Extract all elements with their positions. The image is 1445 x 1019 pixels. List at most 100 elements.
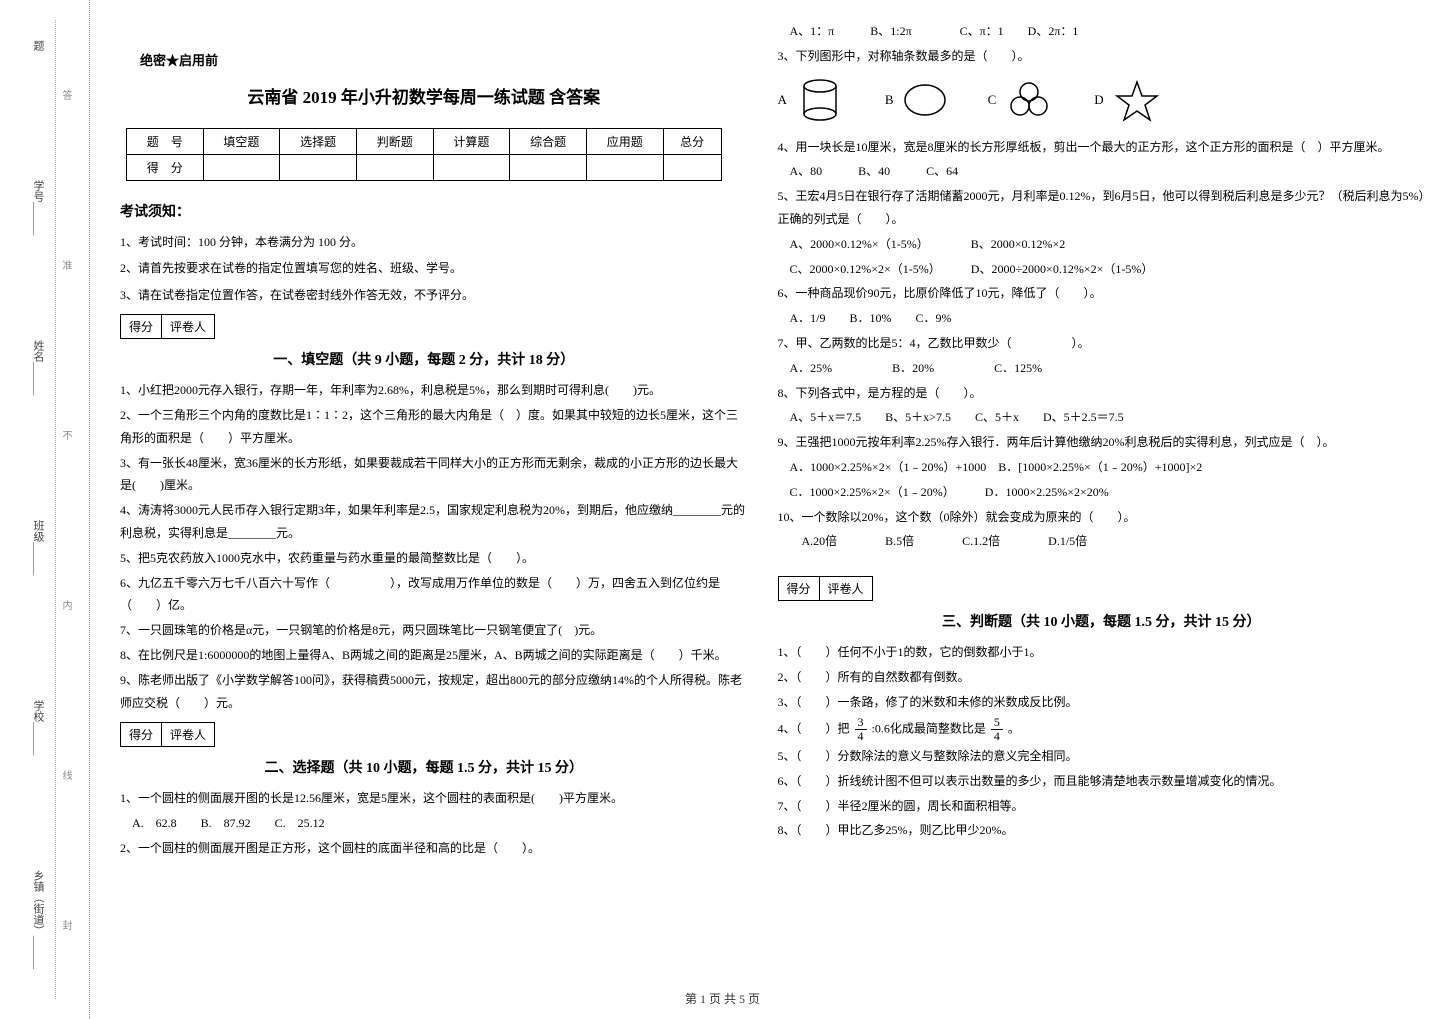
- options: C、2000×0.12%×2×（1-5%） D、2000÷2000×0.12%×…: [778, 258, 1426, 281]
- score-header: 计算题: [433, 129, 510, 155]
- table-row: 得 分: [126, 155, 721, 181]
- question: 4、涛涛将3000元人民币存入银行定期3年，如果年利率是2.5，国家规定利息税为…: [120, 499, 748, 545]
- seal-label: 线: [58, 770, 73, 780]
- question: 9、陈老师出版了《小学数学解答100问》，获得稿费5000元，按规定，超出800…: [120, 669, 748, 715]
- section-score-box: 得分 评卷人: [778, 576, 873, 601]
- instruction-item: 2、请首先按要求在试卷的指定位置填写您的姓名、班级、学号。: [120, 255, 748, 281]
- seal-label: 不: [58, 430, 73, 440]
- score-cell: [510, 155, 587, 181]
- shape-label: B: [885, 92, 894, 108]
- q4-mid: :0.6化成最简整数比是: [872, 721, 986, 735]
- judge-questions: 1、（ ）任何不小于1的数，它的倒数都小于1。 2、（ ）所有的自然数都有倒数。…: [778, 641, 1426, 842]
- reviewer-label: 评卷人: [820, 577, 872, 600]
- shape-label: C: [988, 92, 997, 108]
- options: A．25% B．20% C．125%: [778, 357, 1426, 380]
- choice-questions-cont2: 4、用一块长是10厘米，宽是8厘米的长方形厚纸板，剪出一个最大的正方形，这个正方…: [778, 136, 1426, 554]
- instructions: 1、考试时间：100 分钟，本卷满分为 100 分。 2、请首先按要求在试卷的指…: [120, 229, 748, 308]
- question: 6、（ ）折线统计图不但可以表示出数量的多少，而且能够清楚地表示数量增减变化的情…: [778, 770, 1426, 793]
- star-icon: [1112, 78, 1162, 122]
- question: 2、一个三角形三个内角的度数比是1∶1∶2，这个三角形的最大内角是（ ）度。如果…: [120, 404, 748, 450]
- options: C．1000×2.25%×2×（1﹣20%） D．1000×2.25%×2×20…: [778, 481, 1426, 504]
- binding-label: 班级______: [30, 520, 46, 575]
- question: 2、一个圆柱的侧面展开图是正方形，这个圆柱的底面半径和高的比是（ ）。: [120, 837, 748, 860]
- question: 3、有一张长48厘米，宽36厘米的长方形纸，如果要裁成若干同样大小的正方形而无剩…: [120, 452, 748, 498]
- fraction: 3 4: [855, 716, 867, 743]
- score-label: 得分: [121, 315, 162, 338]
- reviewer-label: 评卷人: [162, 315, 214, 338]
- question: 10、一个数除以20%，这个数（0除外）就会变成为原来的（ ）。: [778, 506, 1426, 529]
- score-table: 题 号 填空题 选择题 判断题 计算题 综合题 应用题 总分 得 分: [126, 128, 722, 181]
- binding-label: 学号______: [30, 180, 46, 235]
- score-label: 得分: [779, 577, 820, 600]
- binding-label: 题: [30, 40, 46, 51]
- score-cell: [356, 155, 433, 181]
- denominator: 4: [855, 730, 867, 743]
- options: A. 62.8 B. 87.92 C. 25.12: [120, 812, 748, 835]
- binding-label: 学校______: [30, 700, 46, 755]
- question: 7、甲、乙两数的比是5：4，乙数比甲数少（ ）。: [778, 332, 1426, 355]
- question: 9、王强把1000元按年利率2.25%存入银行．两年后计算他缴纳20%利息税后的…: [778, 431, 1426, 454]
- options: A、1：π B、1:2π C、π：1 D、2π：1: [778, 20, 1426, 43]
- score-cell: [433, 155, 510, 181]
- instructions-title: 考试须知：: [120, 201, 748, 221]
- question: 8、在比例尺是1:6000000的地图上量得A、B两城之间的距离是25厘米，A、…: [120, 644, 748, 667]
- seal-label: 准: [58, 260, 73, 270]
- options: A、5＋x＝7.5 B、5＋x>7.5 C、5＋x D、5＋2.5＝7.5: [778, 406, 1426, 429]
- question: 8、下列各式中，是方程的是（ ）。: [778, 382, 1426, 405]
- options: A、2000×0.12%×（1-5%） B、2000×0.12%×2: [778, 233, 1426, 256]
- reviewer-label: 评卷人: [162, 723, 214, 746]
- options: A、80 B、40 C、64: [778, 160, 1426, 183]
- question: 5、（ ）分数除法的意义与整数除法的意义完全相同。: [778, 745, 1426, 768]
- choice-questions: 1、一个圆柱的侧面展开图的长是12.56厘米，宽是5厘米，这个圆柱的表面积是( …: [120, 787, 748, 859]
- shape-c: C: [988, 78, 1055, 122]
- question: 7、一只圆珠笔的价格是α元，一只钢笔的价格是8元，两只圆珠笔比一只钢笔便宜了( …: [120, 619, 748, 642]
- q4-post: 。: [1008, 721, 1020, 735]
- fraction: 5 4: [991, 716, 1003, 743]
- numerator: 3: [855, 716, 867, 730]
- score-cell: [586, 155, 663, 181]
- score-header: 总分: [663, 129, 721, 155]
- page-footer: 第 1 页 共 5 页: [0, 990, 1445, 1007]
- question: 1、（ ）任何不小于1的数，它的倒数都小于1。: [778, 641, 1426, 664]
- score-header: 填空题: [203, 129, 280, 155]
- question: 1、一个圆柱的侧面展开图的长是12.56厘米，宽是5厘米，这个圆柱的表面积是( …: [120, 787, 748, 810]
- options: A.20倍 B.5倍 C.1.2倍 D.1/5倍: [778, 530, 1426, 553]
- fill-questions: 1、小红把2000元存入银行，存期一年，年利率为2.68%，利息税是5%，那么到…: [120, 379, 748, 714]
- binding-margin: 题 学号______ 姓名______ 班级______ 学校______ 乡镇…: [0, 0, 90, 1019]
- question: 6、一种商品现价90元，比原价降低了10元，降低了（ ）。: [778, 282, 1426, 305]
- question: 5、把5克农药放入1000克水中，农药重量与药水重量的最简整数比是（ ）。: [120, 547, 748, 570]
- section2-title: 二、选择题（共 10 小题，每题 1.5 分，共计 15 分）: [100, 757, 748, 777]
- question: 1、小红把2000元存入银行，存期一年，年利率为2.68%，利息税是5%，那么到…: [120, 379, 748, 402]
- score-label: 得分: [121, 723, 162, 746]
- question: 4、（ ）把 3 4 :0.6化成最简整数比是 5 4 。: [778, 716, 1426, 743]
- section3-title: 三、判断题（共 10 小题，每题 1.5 分，共计 15 分）: [778, 611, 1426, 631]
- question: 4、用一块长是10厘米，宽是8厘米的长方形厚纸板，剪出一个最大的正方形，这个正方…: [778, 136, 1426, 159]
- score-header: 判断题: [356, 129, 433, 155]
- exam-title: 云南省 2019 年小升初数学每周一练试题 含答案: [100, 83, 748, 108]
- options: A．1000×2.25%×2×（1﹣20%）+1000 B．[1000×2.25…: [778, 456, 1426, 479]
- seal-line: [55, 20, 56, 999]
- question: 3、（ ）一条路，修了的米数和未修的米数成反比例。: [778, 691, 1426, 714]
- numerator: 5: [991, 716, 1003, 730]
- symmetry-shapes: A B C: [778, 78, 1426, 122]
- right-column: A、1：π B、1:2π C、π：1 D、2π：1 3、下列图形中，对称轴条数最…: [778, 20, 1426, 979]
- shape-label: A: [778, 92, 787, 108]
- ellipse-icon: [902, 78, 948, 122]
- options: A．1/9 B．10% C．9%: [778, 307, 1426, 330]
- score-cell: [280, 155, 357, 181]
- section1-title: 一、填空题（共 9 小题，每题 2 分，共计 18 分）: [100, 349, 748, 369]
- question: 5、王宏4月5日在银行存了活期储蓄2000元，月利率是0.12%，到6月5日，他…: [778, 185, 1426, 231]
- score-header: 选择题: [280, 129, 357, 155]
- shape-b: B: [885, 78, 948, 122]
- cylinder-icon: [795, 78, 845, 122]
- q4-pre: 4、（ ）把: [778, 721, 850, 735]
- question: 2、（ ）所有的自然数都有倒数。: [778, 666, 1426, 689]
- table-row: 题 号 填空题 选择题 判断题 计算题 综合题 应用题 总分: [126, 129, 721, 155]
- score-cell: [203, 155, 280, 181]
- section-score-box: 得分 评卷人: [120, 722, 215, 747]
- instruction-item: 3、请在试卷指定位置作答，在试卷密封线外作答无效，不予评分。: [120, 282, 748, 308]
- score-header: 应用题: [586, 129, 663, 155]
- seal-label: 答: [58, 90, 73, 100]
- seal-label: 封: [58, 920, 73, 930]
- confidential-notice: 绝密★启用前: [140, 50, 748, 69]
